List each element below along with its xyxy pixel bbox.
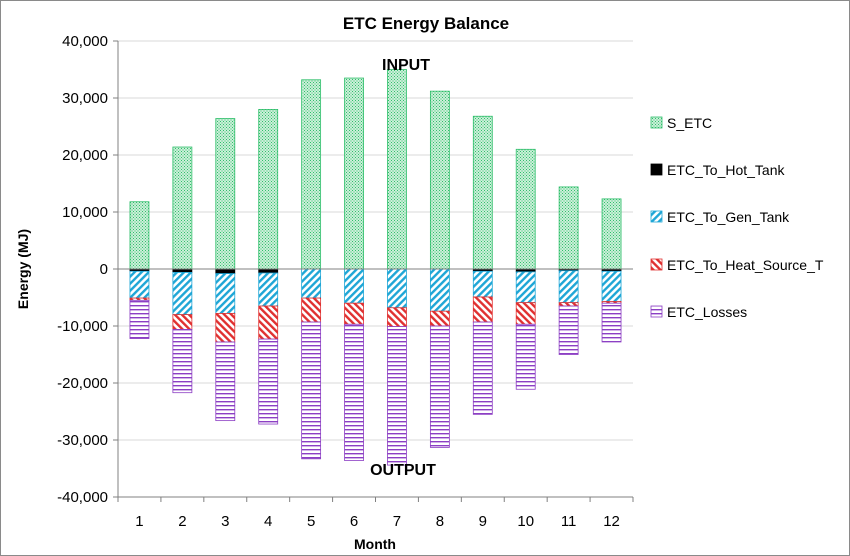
x-axis-ticks: 1 2 3 4 5 6 7 8 9 10 11 12 <box>117 497 634 530</box>
y-tick-label: 40,000 <box>62 33 108 50</box>
bar-etc-losses-month-7 <box>387 326 407 466</box>
legend-label-s-etc: S_ETC <box>667 115 712 131</box>
legend-swatch-s-etc <box>650 116 663 129</box>
x-tick-label: 12 <box>603 513 620 530</box>
bar-s-etc-month-8 <box>429 90 450 270</box>
y-axis-title: Energy (MJ) <box>15 229 31 309</box>
x-tick-label: 3 <box>221 513 229 530</box>
bar-s-etc-month-11 <box>558 186 579 270</box>
bar-etc-to-hot-tank-month-2 <box>172 268 193 273</box>
bar-etc-losses-month-6 <box>344 323 364 461</box>
bar-etc-to-hot-tank-month-3 <box>215 268 236 274</box>
bar-etc-to-gen-tank-month-8 <box>429 268 450 312</box>
bar-etc-losses-month-5 <box>301 321 322 460</box>
bar-etc-to-gen-tank-month-6 <box>344 268 364 304</box>
annotation-input: INPUT <box>382 57 430 74</box>
bar-etc-losses-month-9 <box>472 321 493 415</box>
legend-swatch-etc-to-hot-tank <box>650 163 663 176</box>
bar-s-etc-month-3 <box>215 118 236 270</box>
legend-label-etc-to-heat-source-t: ETC_To_Heat_Source_T <box>667 257 824 273</box>
legend-label-etc-to-gen-tank: ETC_To_Gen_Tank <box>667 209 790 225</box>
annotation-output: OUTPUT <box>370 462 436 479</box>
legend-swatch-etc-to-gen-tank <box>650 210 663 223</box>
bar-s-etc-month-7 <box>387 69 407 270</box>
x-tick-label: 5 <box>307 513 315 530</box>
bar-etc-to-heat-source-t-month-11 <box>558 302 579 307</box>
x-tick-label: 7 <box>393 513 401 530</box>
bar-etc-losses-month-1 <box>129 299 150 339</box>
legend-label-etc-to-hot-tank: ETC_To_Hot_Tank <box>667 162 786 178</box>
bar-etc-to-gen-tank-month-1 <box>129 270 150 299</box>
bar-etc-losses-month-4 <box>258 338 279 425</box>
y-tick-label: -40,000 <box>57 489 108 506</box>
y-tick-label: -10,000 <box>57 318 108 335</box>
axes <box>117 41 633 498</box>
bar-etc-losses-month-3 <box>215 341 236 422</box>
bar-etc-to-heat-source-t-month-7 <box>387 307 407 327</box>
bar-etc-to-gen-tank-month-3 <box>215 273 236 314</box>
bar-etc-to-heat-source-t-month-9 <box>472 296 493 323</box>
bar-etc-to-gen-tank-month-2 <box>172 272 193 316</box>
x-tick-label: 1 <box>135 513 143 530</box>
legend-label-etc-losses: ETC_Losses <box>667 304 747 320</box>
bar-etc-to-heat-source-t-month-8 <box>429 310 450 327</box>
bar-etc-to-gen-tank-month-10 <box>515 271 536 304</box>
bar-s-etc-month-1 <box>129 201 150 270</box>
legend-swatch-etc-losses <box>650 305 663 318</box>
y-tick-label: 0 <box>100 261 108 278</box>
bar-etc-to-heat-source-t-month-2 <box>172 314 193 330</box>
x-tick-label: 11 <box>561 513 577 530</box>
x-tick-label: 2 <box>178 513 186 530</box>
bar-etc-to-gen-tank-month-11 <box>558 270 579 304</box>
x-tick-label: 4 <box>264 513 272 530</box>
legend: S_ETC ETC_To_Hot_Tank ETC_To_Gen_Tank ETC_T… <box>650 115 824 320</box>
y-tick-label: 30,000 <box>62 90 108 107</box>
x-tick-label: 6 <box>350 513 358 530</box>
bar-etc-to-heat-source-t-month-3 <box>215 313 236 343</box>
bar-etc-losses-month-8 <box>429 325 450 448</box>
bar-etc-to-heat-source-t-month-6 <box>344 302 364 325</box>
bar-etc-to-hot-tank-month-4 <box>258 268 279 274</box>
bar-etc-to-heat-source-t-month-4 <box>258 305 279 340</box>
bar-s-etc-month-12 <box>601 198 622 270</box>
bar-s-etc-month-5 <box>301 79 322 270</box>
y-tick-label: 20,000 <box>62 147 108 164</box>
bar-etc-to-gen-tank-month-7 <box>387 268 407 309</box>
bars <box>129 69 622 466</box>
x-tick-label: 10 <box>517 513 534 530</box>
y-tick-label: -30,000 <box>57 432 108 449</box>
bar-etc-to-gen-tank-month-4 <box>258 272 279 307</box>
y-axis-ticks: 40,000 30,000 20,000 10,000 0 -10,000 -20,000 -… <box>57 33 118 506</box>
bar-etc-losses-month-10 <box>515 323 536 390</box>
bar-s-etc-month-2 <box>172 146 193 270</box>
bar-etc-to-gen-tank-month-5 <box>301 268 322 299</box>
bar-etc-to-gen-tank-month-12 <box>601 270 622 302</box>
chart-title: ETC Energy Balance <box>343 14 509 33</box>
y-tick-label: -20,000 <box>57 375 108 392</box>
bar-s-etc-month-9 <box>472 115 493 270</box>
bar-etc-losses-month-12 <box>601 302 622 343</box>
bar-etc-to-gen-tank-month-9 <box>472 270 493 298</box>
y-tick-label: 10,000 <box>62 204 108 221</box>
bar-s-etc-month-4 <box>258 109 279 270</box>
bar-s-etc-month-6 <box>344 77 364 270</box>
bar-etc-losses-month-2 <box>172 329 193 394</box>
x-tick-label: 8 <box>436 513 444 530</box>
x-axis-title: Month <box>354 536 396 552</box>
bar-etc-to-heat-source-t-month-5 <box>301 297 322 323</box>
bar-etc-to-heat-source-t-month-10 <box>515 302 536 325</box>
legend-swatch-etc-to-heat-source-t <box>650 258 663 271</box>
bar-s-etc-month-10 <box>515 148 536 270</box>
bar-etc-losses-month-11 <box>558 305 579 355</box>
x-tick-label: 9 <box>479 513 487 530</box>
